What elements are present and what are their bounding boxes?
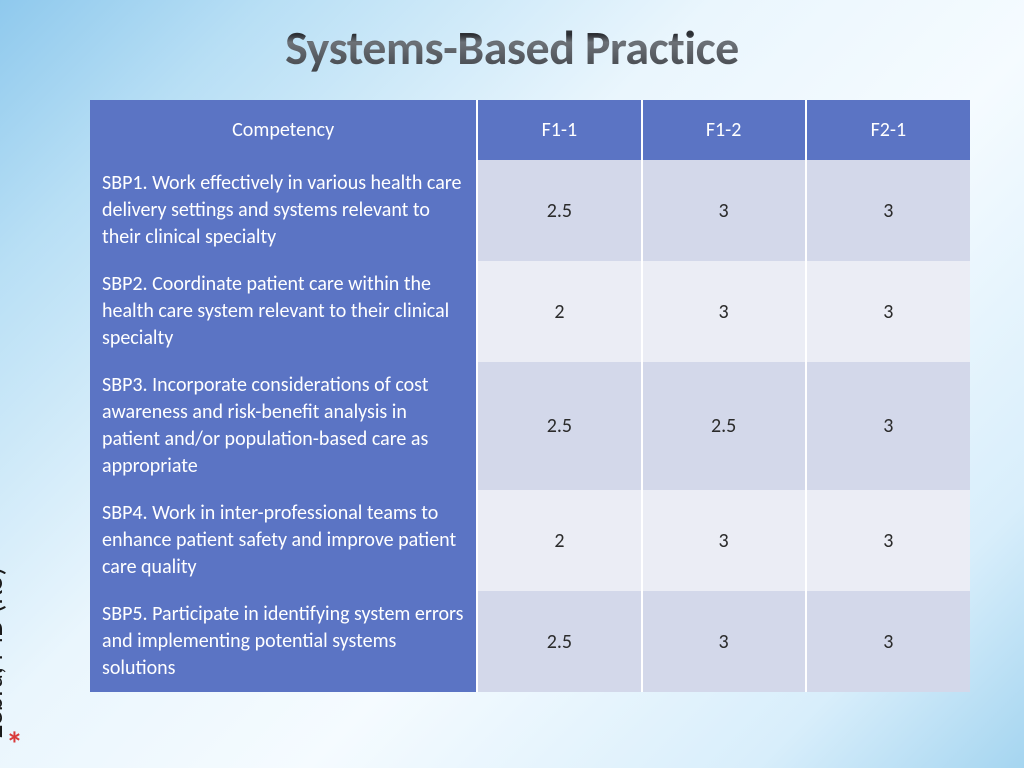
cell-value: 3: [642, 160, 806, 261]
cell-value: 3: [806, 261, 970, 362]
cell-value: 3: [642, 591, 806, 692]
col-competency: Competency: [90, 100, 477, 160]
competency-label: SBP4. Work in inter-professional teams t…: [90, 490, 477, 591]
cell-value: 3: [806, 591, 970, 692]
cell-value: 2.5: [477, 362, 641, 490]
cell-value: 3: [806, 362, 970, 490]
competency-table: Competency F1-1 F1-2 F2-1 SBP1. Work eff…: [90, 100, 970, 692]
competency-table-container: Competency F1-1 F1-2 F2-1 SBP1. Work eff…: [90, 100, 970, 692]
col-f2-1: F2-1: [806, 100, 970, 160]
cell-value: 2: [477, 261, 641, 362]
cell-value: 2: [477, 490, 641, 591]
table-row: SBP2. Coordinate patient care within the…: [90, 261, 970, 362]
table-header-row: Competency F1-1 F1-2 F2-1: [90, 100, 970, 160]
cell-value: 3: [642, 261, 806, 362]
cell-value: 2.5: [477, 160, 641, 261]
presenter-label: Zebra, MD (R5): [0, 567, 10, 738]
competency-label: SBP2. Coordinate patient care within the…: [90, 261, 477, 362]
table-row: SBP1. Work effectively in various health…: [90, 160, 970, 261]
cell-value: 3: [642, 490, 806, 591]
col-f1-2: F1-2: [642, 100, 806, 160]
page-title: Systems-Based Practice: [0, 0, 1024, 77]
competency-label: SBP5. Participate in identifying system …: [90, 591, 477, 692]
competency-label: SBP1. Work effectively in various health…: [90, 160, 477, 261]
cell-value: 2.5: [477, 591, 641, 692]
col-f1-1: F1-1: [477, 100, 641, 160]
table-row: SBP4. Work in inter-professional teams t…: [90, 490, 970, 591]
cell-value: 3: [806, 160, 970, 261]
table-row: SBP5. Participate in identifying system …: [90, 591, 970, 692]
cell-value: 2.5: [642, 362, 806, 490]
table-row: SBP3. Incorporate considerations of cost…: [90, 362, 970, 490]
competency-label: SBP3. Incorporate considerations of cost…: [90, 362, 477, 490]
cell-value: 3: [806, 490, 970, 591]
